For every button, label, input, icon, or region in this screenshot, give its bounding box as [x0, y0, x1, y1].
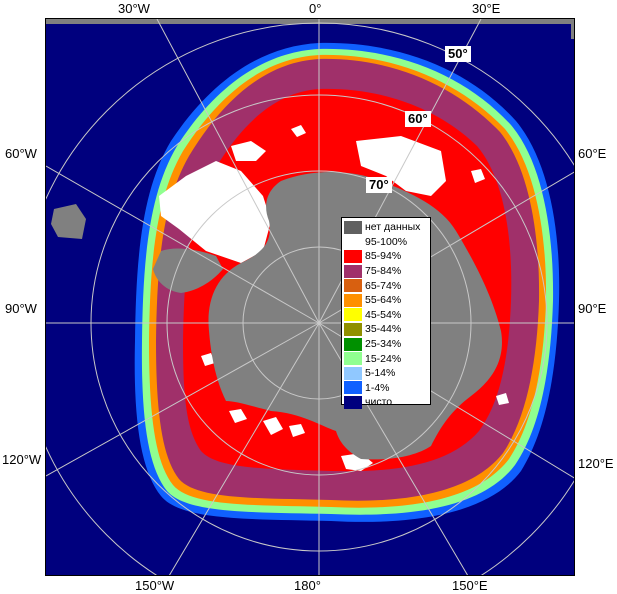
legend-item: 35-44%	[344, 322, 428, 337]
map-frame: 50° 60° 70° нет данных 95-100% 85-94% 75-84…	[45, 18, 575, 576]
legend-swatch	[344, 293, 362, 307]
legend-item: 45-54%	[344, 308, 428, 323]
label-90w: 90°W	[5, 301, 37, 316]
legend-label: 95-100%	[365, 235, 408, 248]
legend-item: 15-24%	[344, 351, 428, 366]
map-canvas	[46, 19, 574, 575]
label-150e: 150°E	[452, 578, 488, 593]
lat-label-50: 50°	[445, 46, 471, 62]
label-180: 180°	[294, 578, 321, 593]
label-120w: 120°W	[2, 452, 42, 467]
lat-label-70: 70°	[366, 177, 392, 193]
legend-label: 45-54%	[365, 308, 402, 321]
legend-item: 5-14%	[344, 366, 428, 381]
legend-label: 15-24%	[365, 352, 402, 365]
legend-label: 35-44%	[365, 323, 402, 336]
legend-item: нет данных	[344, 220, 428, 235]
legend-label: 85-94%	[365, 250, 402, 263]
legend-swatch	[344, 352, 362, 366]
legend-label: 25-34%	[365, 338, 402, 351]
lat-label-60: 60°	[405, 111, 431, 127]
legend-item: 55-64%	[344, 293, 428, 308]
label-60w: 60°W	[5, 146, 37, 161]
legend-label: 65-74%	[365, 279, 402, 292]
land-strip-right	[571, 19, 574, 39]
legend-swatch	[344, 220, 362, 234]
legend-item: 75-84%	[344, 264, 428, 279]
legend-swatch	[344, 395, 362, 409]
label-30e: 30°E	[472, 1, 501, 16]
legend-item: 95-100%	[344, 235, 428, 250]
legend-swatch	[344, 308, 362, 322]
label-60e: 60°E	[578, 146, 607, 161]
land-fragment	[51, 204, 86, 239]
legend-item: 25-34%	[344, 337, 428, 352]
legend-label: 55-64%	[365, 294, 402, 307]
legend: нет данных 95-100% 85-94% 75-84% 65-74% 55-64…	[341, 217, 431, 409]
legend-label: 5-14%	[365, 367, 396, 380]
legend-item: 85-94%	[344, 249, 428, 264]
legend-label: 1-4%	[365, 381, 390, 394]
legend-item: чисто	[344, 395, 428, 410]
legend-swatch	[344, 337, 362, 351]
land-strip-top	[46, 19, 574, 24]
legend-swatch	[344, 249, 362, 263]
legend-swatch	[344, 279, 362, 293]
label-150w: 150°W	[135, 578, 175, 593]
legend-label: чисто	[365, 396, 393, 409]
legend-swatch	[344, 264, 362, 278]
legend-swatch	[344, 381, 362, 395]
label-0: 0°	[309, 1, 322, 16]
legend-swatch	[344, 235, 362, 249]
label-120e: 120°E	[578, 456, 614, 471]
legend-label: нет данных	[365, 221, 421, 234]
legend-item: 65-74%	[344, 278, 428, 293]
label-30w: 30°W	[118, 1, 150, 16]
legend-swatch	[344, 366, 362, 380]
legend-item: 1-4%	[344, 381, 428, 396]
legend-label: 75-84%	[365, 265, 402, 278]
label-90e: 90°E	[578, 301, 607, 316]
legend-swatch	[344, 322, 362, 336]
